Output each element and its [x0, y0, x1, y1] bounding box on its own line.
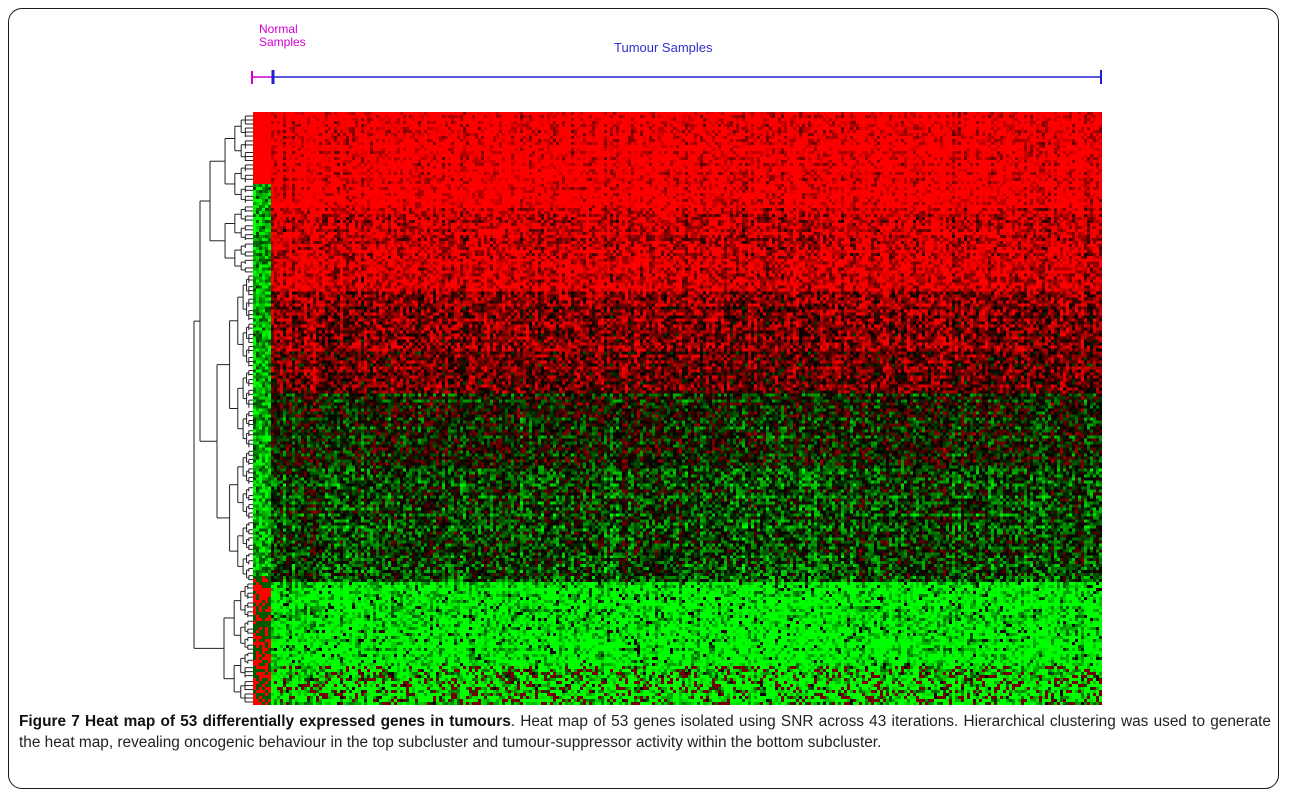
caption-body: . Heat map of 53 genes isolated using SN… [19, 713, 1271, 751]
normal-label-line1: Normal [259, 22, 298, 36]
sample-group-brackets [251, 70, 1102, 84]
normal-samples-label: Normal Samples [259, 23, 306, 49]
figure-caption: Figure 7 Heat map of 53 differentially e… [19, 712, 1271, 753]
caption-title: Figure 7 Heat map of 53 differentially e… [19, 713, 511, 730]
heatmap-grid [253, 112, 1102, 705]
tumour-samples-label: Tumour Samples [614, 40, 713, 55]
normal-label-line2: Samples [259, 35, 306, 49]
row-dendrogram [193, 115, 253, 703]
